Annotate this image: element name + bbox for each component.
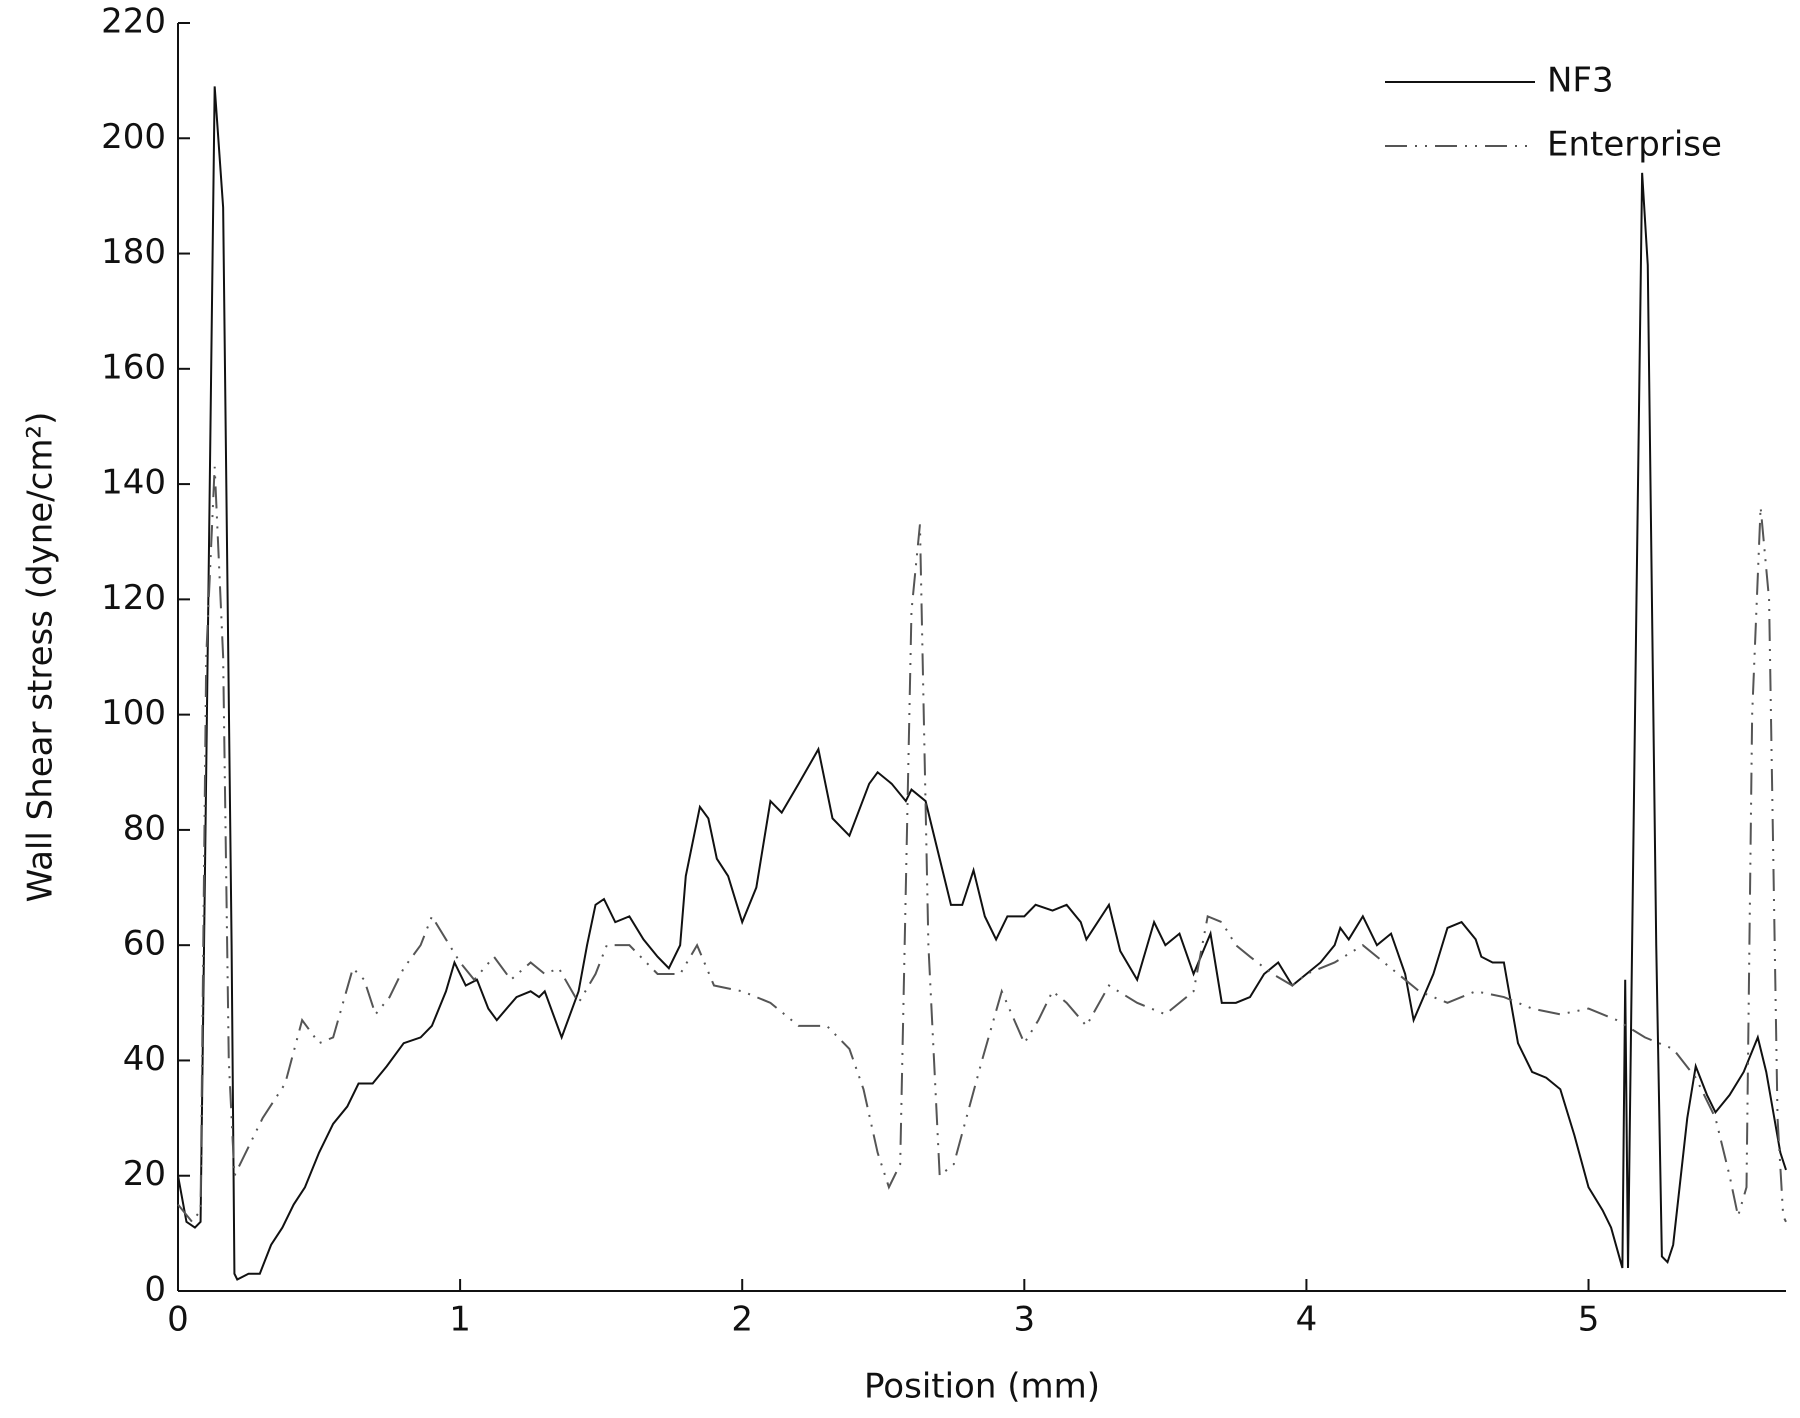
series-line	[177, 86, 1787, 1281]
y-tick-label: 80	[123, 808, 166, 848]
x-tick-label: 4	[1296, 1300, 1318, 1340]
x-axis-label: Position (mm)	[864, 1367, 1100, 1407]
y-tick-label: 120	[101, 578, 166, 618]
x-tick-label: 1	[449, 1300, 471, 1340]
series-line	[177, 466, 1787, 1224]
y-tick-label: 160	[101, 347, 166, 387]
legend-label: Enterprise	[1547, 125, 1722, 165]
y-tick-label: 40	[123, 1039, 166, 1079]
y-tick-label: 180	[101, 232, 166, 272]
x-tick-label: 5	[1578, 1300, 1600, 1340]
y-tick-label: 100	[101, 693, 166, 733]
y-axis-label: Wall Shear stress (dyne/cm²)	[21, 412, 61, 903]
y-tick-label: 200	[101, 117, 166, 157]
x-tick-label: 2	[731, 1300, 753, 1340]
y-tick-label: 220	[101, 2, 166, 42]
y-tick-label: 20	[123, 1154, 166, 1194]
y-tick-label: 140	[101, 463, 166, 503]
y-tick-label: 60	[123, 924, 166, 964]
x-tick-label: 3	[1013, 1300, 1035, 1340]
legend-label: NF3	[1547, 61, 1614, 101]
y-tick-label: 0	[144, 1270, 166, 1310]
x-tick-label: 0	[167, 1300, 189, 1340]
